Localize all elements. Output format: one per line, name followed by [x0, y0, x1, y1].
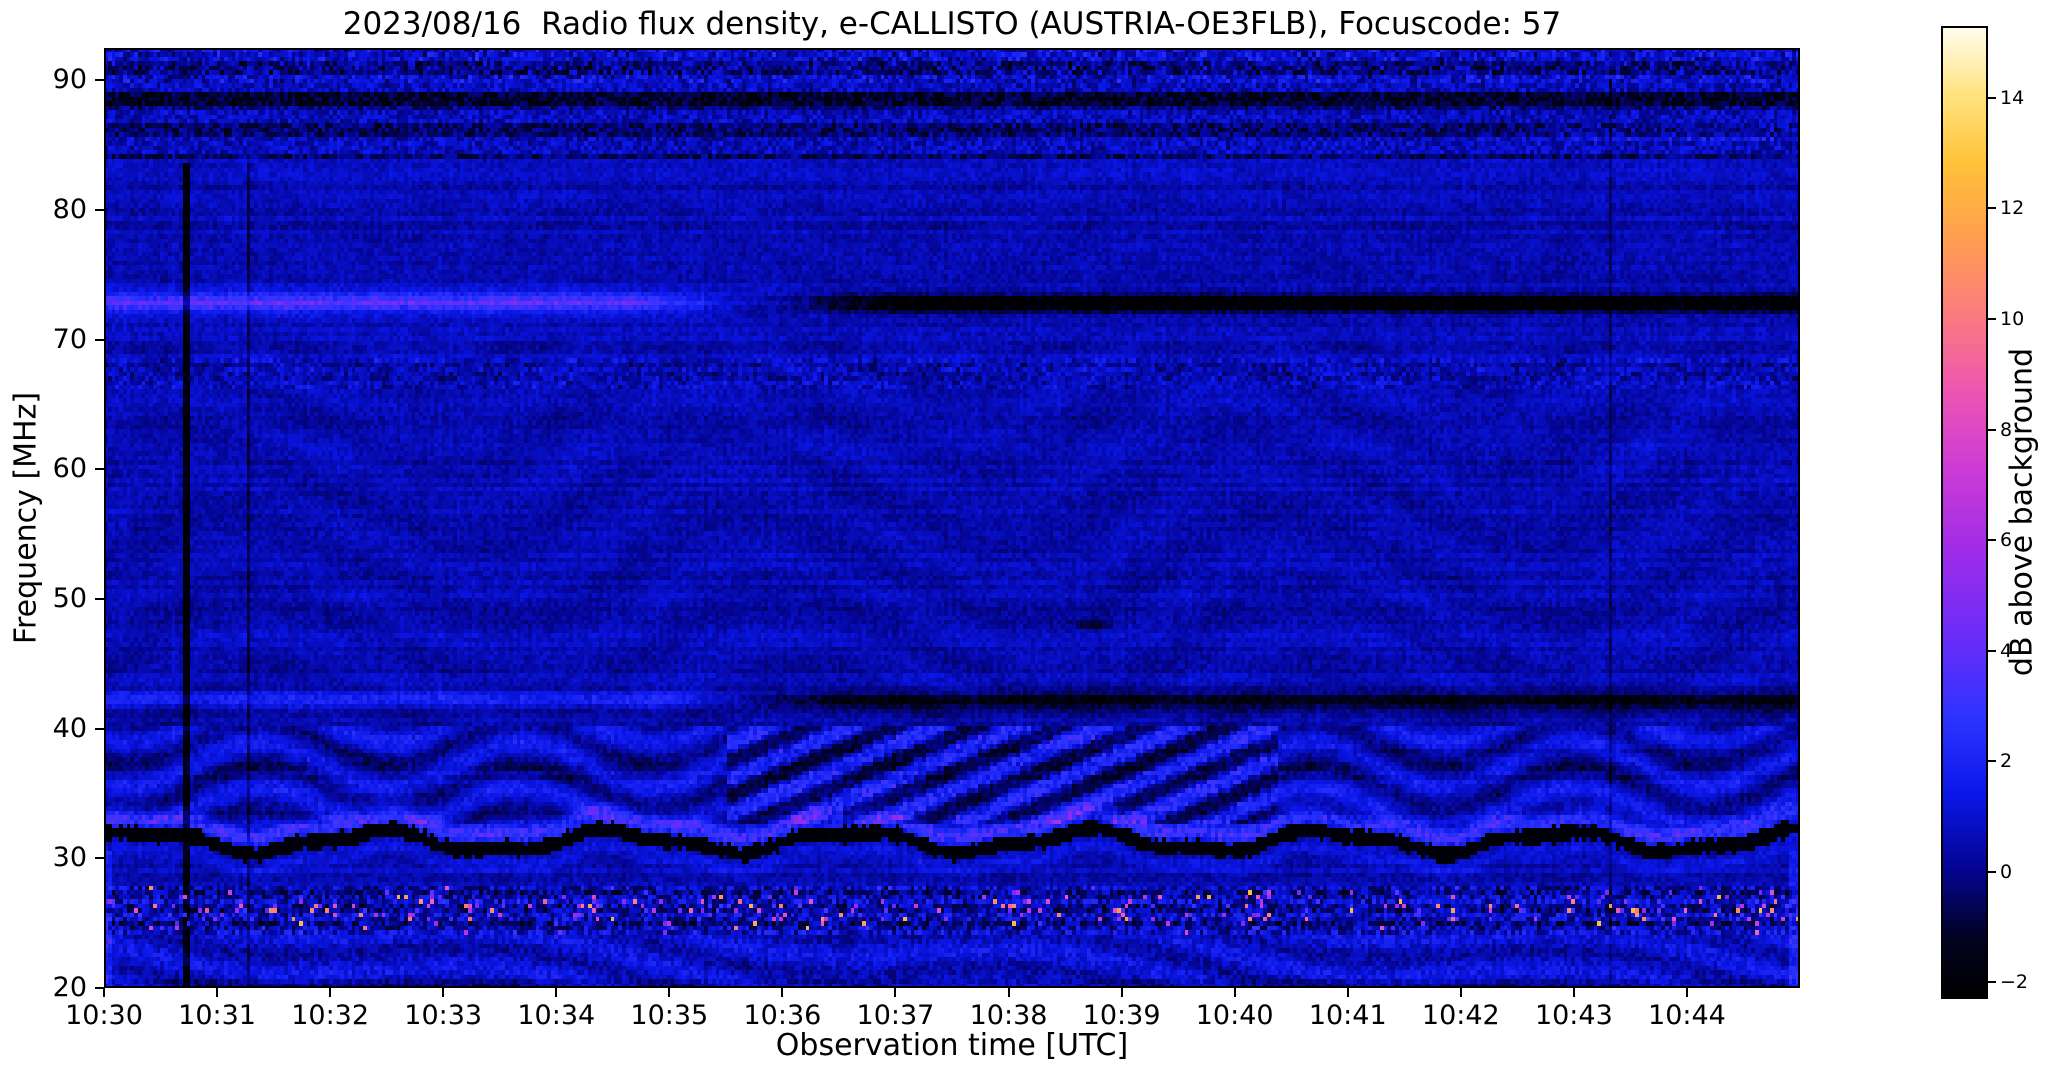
x-tick-label: 10:34	[517, 1000, 596, 1031]
x-tick-label: 10:42	[1421, 1000, 1500, 1031]
y-tick-label: 40	[52, 712, 87, 744]
y-tick-mark	[95, 468, 104, 471]
colorbar-tick-mark	[1988, 760, 1996, 763]
x-tick-label: 10:40	[1195, 1000, 1274, 1031]
x-tick-label: 10:41	[1308, 1000, 1387, 1031]
x-tick-mark	[1459, 988, 1462, 997]
x-tick-mark	[1346, 988, 1349, 997]
colorbar-tick-mark	[1988, 318, 1996, 320]
x-axis-label: Observation time [UTC]	[775, 1028, 1129, 1063]
colorbar-tick-mark	[1988, 539, 1996, 542]
colorbar-tick-mark	[1988, 649, 1996, 652]
colorbar-tick-label: 4	[2000, 639, 2013, 662]
colorbar-tick-label: 10	[2000, 308, 2025, 330]
y-tick-label: 30	[52, 842, 87, 874]
x-tick-mark	[1233, 988, 1236, 997]
x-tick-mark	[555, 988, 558, 997]
y-tick-label: 50	[52, 583, 87, 615]
x-tick-label: 10:32	[291, 1000, 370, 1031]
y-tick-label: 70	[52, 323, 87, 355]
colorbar-tick-mark	[1988, 981, 1996, 984]
x-tick-label: 10:39	[1082, 1000, 1161, 1031]
y-tick-mark	[95, 338, 104, 341]
x-tick-label: 10:31	[178, 1000, 256, 1031]
colorbar-tick-label: 6	[2000, 529, 2013, 552]
y-tick-label: 20	[52, 972, 87, 1003]
x-tick-label: 10:44	[1648, 1000, 1726, 1031]
y-tick-mark	[95, 857, 104, 860]
x-tick-label: 10:43	[1534, 1000, 1613, 1031]
x-tick-mark	[103, 988, 105, 997]
colorbar-tick-mark	[1988, 207, 1996, 210]
x-tick-mark	[442, 988, 445, 997]
x-tick-mark	[668, 988, 671, 997]
x-tick-label: 10:36	[743, 1000, 822, 1031]
x-tick-mark	[894, 988, 897, 997]
spectrogram-canvas	[104, 48, 1800, 988]
y-tick-mark	[95, 79, 104, 82]
y-tick-label: 80	[52, 194, 87, 226]
colorbar-tick-mark	[1988, 870, 1996, 873]
colorbar-tick-mark	[1988, 96, 1996, 99]
y-tick-label: 60	[52, 453, 87, 485]
y-tick-label: 90	[52, 64, 87, 96]
x-tick-label: 10:37	[856, 1000, 935, 1031]
colorbar-tick-mark	[1988, 428, 1996, 431]
colorbar-gradient	[1941, 26, 1988, 999]
x-tick-mark	[216, 988, 219, 997]
x-tick-mark	[1685, 988, 1688, 997]
x-tick-mark	[781, 988, 784, 997]
x-tick-label: 10:38	[969, 1000, 1048, 1031]
colorbar-tick-label: 12	[2000, 197, 2025, 220]
colorbar-tick-label: 8	[2000, 418, 2013, 441]
y-tick-mark	[95, 987, 104, 989]
x-tick-label: 10:30	[65, 1000, 143, 1031]
colorbar-tick-label: 2	[2000, 750, 2013, 773]
chart-title: 2023/08/16 Radio flux density, e-CALLIST…	[342, 6, 1562, 42]
colorbar-tick-label: 14	[2000, 86, 2025, 109]
x-tick-mark	[329, 988, 332, 997]
x-tick-mark	[1120, 988, 1123, 997]
colorbar-tick-label: 0	[2000, 860, 2013, 883]
y-tick-mark	[95, 209, 104, 212]
x-tick-label: 10:35	[630, 1000, 709, 1031]
x-tick-label: 10:33	[404, 1000, 483, 1031]
colorbar-label: dB above background	[2004, 347, 2040, 677]
x-tick-mark	[1007, 988, 1010, 997]
y-tick-mark	[95, 727, 104, 730]
x-tick-mark	[1572, 988, 1575, 997]
colorbar-tick-label: −2	[2000, 971, 2029, 994]
y-tick-mark	[95, 598, 104, 601]
